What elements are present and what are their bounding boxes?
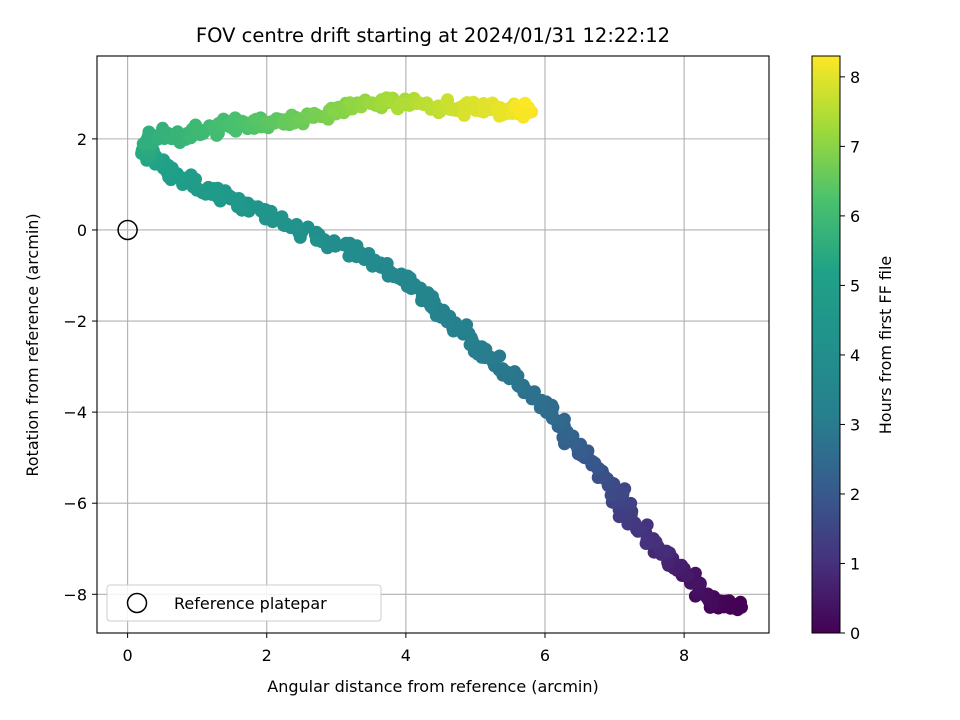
data-point: [189, 118, 202, 132]
x-tick-label: 6: [540, 646, 550, 665]
legend-marker-icon: [126, 592, 148, 614]
x-tick-label: 2: [262, 646, 272, 665]
colorbar: [811, 55, 841, 634]
data-point: [649, 535, 663, 549]
data-point: [518, 96, 532, 110]
y-tick-label: 0: [77, 221, 87, 240]
x-tick-label: 0: [123, 646, 133, 665]
chart-title: FOV centre drift starting at 2024/01/31 …: [196, 24, 670, 47]
data-point: [457, 108, 471, 122]
legend-label: Reference platepar: [174, 594, 327, 613]
legend-box: [106, 584, 382, 622]
colorbar-tick-label: 4: [850, 346, 860, 365]
colorbar-tick-label: 2: [850, 485, 860, 504]
colorbar-ticks: 0 1 2 3 4 5 6 7 8: [840, 68, 860, 643]
legend: Reference platepar: [106, 584, 382, 622]
data-point: [309, 233, 323, 247]
data-point: [639, 537, 653, 550]
data-point: [439, 308, 453, 322]
y-tick-label: 2: [77, 130, 87, 149]
colorbar-label: Hours from first FF file: [876, 256, 895, 435]
x-tick-label: 8: [679, 646, 689, 665]
x-axis-label: Angular distance from reference (arcmin): [267, 677, 598, 696]
data-point: [280, 217, 294, 231]
colorbar-tick-label: 1: [850, 554, 860, 573]
colorbar-tick-label: 8: [850, 68, 860, 87]
data-point: [616, 487, 630, 501]
x-axis-ticks: 0 2 4 6 8: [123, 633, 689, 665]
y-axis-ticks: 2 0 −2 −4 −6 −8: [63, 130, 97, 604]
colorbar-tick-label: 7: [850, 137, 860, 156]
data-point: [441, 93, 454, 107]
y-tick-label: −4: [63, 403, 87, 422]
data-point: [466, 95, 480, 109]
plot-frame: [96, 55, 770, 634]
data-point: [254, 203, 268, 217]
data-point: [223, 117, 237, 131]
data-point: [326, 104, 340, 118]
y-tick-label: −6: [63, 494, 87, 513]
y-axis-label: Rotation from reference (arcmin): [23, 213, 42, 476]
colorbar-tick-label: 0: [850, 624, 860, 643]
data-point: [342, 249, 356, 263]
data-point: [249, 112, 263, 126]
reference-platepar-marker: [117, 219, 138, 241]
x-tick-label: 4: [401, 646, 411, 665]
colorbar-tick-label: 6: [850, 207, 860, 226]
y-tick-label: −2: [63, 312, 87, 331]
data-point: [624, 496, 638, 510]
colorbar-tick-label: 5: [850, 276, 860, 295]
colorbar-tick-label: 3: [850, 415, 860, 434]
data-point: [343, 96, 357, 110]
scatter-points: [135, 91, 748, 617]
y-tick-label: −8: [63, 585, 87, 604]
grid-lines: [97, 56, 769, 633]
data-point: [604, 488, 618, 502]
